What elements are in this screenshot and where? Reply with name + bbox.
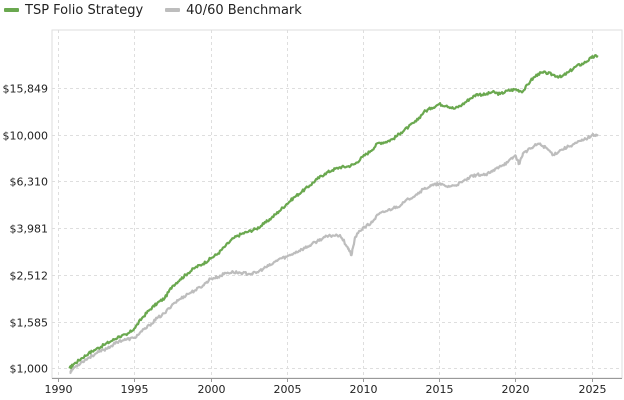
x-tick-label: 1995 bbox=[121, 383, 149, 396]
y-tick-label: $10,000 bbox=[3, 130, 49, 143]
y-tick-label: $1,585 bbox=[10, 317, 49, 330]
x-tick-label: 2005 bbox=[274, 383, 302, 396]
x-tick-label: 2000 bbox=[198, 383, 226, 396]
legend-item-strategy[interactable]: TSP Folio Strategy bbox=[0, 3, 143, 18]
x-tick-label: 1990 bbox=[45, 383, 73, 396]
legend-swatch-benchmark bbox=[165, 8, 181, 12]
plot-area-border bbox=[51, 29, 623, 379]
y-tick-label: $6,310 bbox=[10, 176, 49, 189]
x-tick-label: 2020 bbox=[502, 383, 530, 396]
legend-label-strategy: TSP Folio Strategy bbox=[25, 2, 144, 18]
y-tick-label: $15,849 bbox=[3, 83, 49, 96]
legend-label-benchmark: 40/60 Benchmark bbox=[186, 2, 302, 18]
legend: TSP Folio Strategy 40/60 Benchmark bbox=[0, 0, 320, 20]
x-tick-label: 2015 bbox=[426, 383, 454, 396]
y-tick-label: $2,512 bbox=[10, 270, 49, 283]
series-line-strategy bbox=[68, 54, 599, 370]
x-tick-label: 2010 bbox=[350, 383, 378, 396]
legend-swatch-strategy bbox=[4, 8, 19, 12]
x-tick-label: 2025 bbox=[579, 383, 607, 396]
series-line-benchmark bbox=[68, 132, 599, 374]
legend-item-benchmark[interactable]: 40/60 Benchmark bbox=[161, 3, 302, 18]
y-tick-label: $1,000 bbox=[10, 363, 49, 376]
y-tick-label: $3,981 bbox=[10, 223, 49, 236]
